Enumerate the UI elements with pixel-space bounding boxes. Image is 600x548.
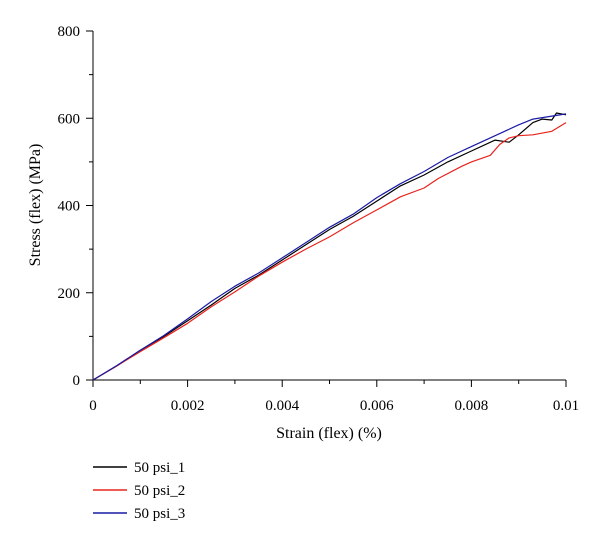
x-tick-label: 0.004 [265, 398, 299, 414]
y-tick-label: 800 [58, 24, 81, 40]
series-line-2 [92, 122, 567, 381]
series-line-1 [92, 112, 567, 381]
y-tick-label: 0 [73, 373, 81, 389]
legend-label-2: 50 psi_2 [134, 483, 185, 499]
y-ticks: 0 200 400 600 800 [58, 24, 93, 389]
x-tick-label: 0.008 [455, 398, 489, 414]
y-tick-label: 200 [58, 286, 81, 302]
legend-label-3: 50 psi_3 [134, 506, 185, 522]
series-lines [92, 112, 567, 381]
legend: 50 psi_1 50 psi_2 50 psi_3 [93, 460, 185, 522]
y-tick-label: 400 [58, 199, 81, 215]
y-tick-label: 600 [58, 111, 81, 127]
x-tick-label: 0 [89, 398, 97, 414]
x-axis-label: Strain (flex) (%) [276, 425, 382, 442]
x-tick-label: 0.01 [553, 398, 579, 414]
y-axis-label: Stress (flex) (MPa) [27, 144, 44, 267]
series-line-3 [92, 113, 567, 381]
x-ticks: 0 0.002 0.004 0.006 0.008 0.01 [89, 380, 579, 414]
x-tick-label: 0.002 [171, 398, 205, 414]
legend-label-1: 50 psi_1 [134, 460, 185, 476]
x-tick-label: 0.006 [360, 398, 394, 414]
plot-area: 0 0.002 0.004 0.006 0.008 0.01 0 200 400 600 800 [58, 24, 580, 414]
